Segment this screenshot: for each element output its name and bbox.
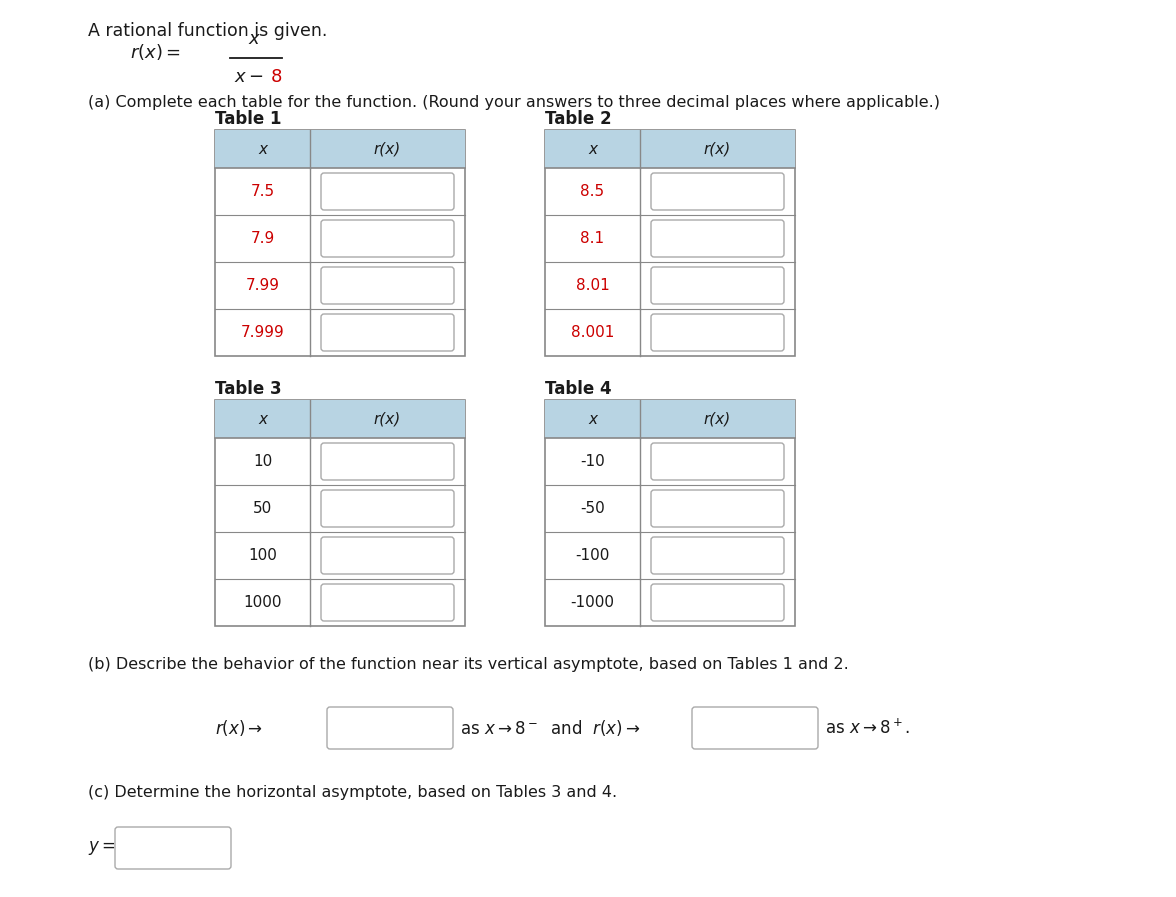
Text: $8$: $8$ xyxy=(270,68,282,86)
Bar xyxy=(544,130,795,168)
FancyBboxPatch shape xyxy=(327,707,453,749)
Bar xyxy=(215,130,465,168)
Text: r(x): r(x) xyxy=(374,142,401,156)
Text: 10: 10 xyxy=(253,454,272,469)
FancyBboxPatch shape xyxy=(321,443,454,480)
FancyBboxPatch shape xyxy=(652,537,784,574)
Text: A rational function is given.: A rational function is given. xyxy=(88,22,327,40)
Bar xyxy=(215,130,465,356)
Text: $r(x)\rightarrow$: $r(x)\rightarrow$ xyxy=(215,718,263,738)
Text: (c) Determine the horizontal asymptote, based on Tables 3 and 4.: (c) Determine the horizontal asymptote, … xyxy=(88,785,617,800)
Bar xyxy=(544,400,795,626)
Text: 1000: 1000 xyxy=(243,595,282,610)
Text: -100: -100 xyxy=(575,548,609,563)
Text: r(x): r(x) xyxy=(704,412,731,426)
Text: 50: 50 xyxy=(253,501,272,516)
FancyBboxPatch shape xyxy=(321,220,454,257)
Text: 7.9: 7.9 xyxy=(250,231,275,246)
FancyBboxPatch shape xyxy=(652,490,784,527)
Text: 7.99: 7.99 xyxy=(246,278,280,293)
Text: Table 1: Table 1 xyxy=(215,110,281,128)
FancyBboxPatch shape xyxy=(652,584,784,621)
Text: (b) Describe the behavior of the function near its vertical asymptote, based on : (b) Describe the behavior of the functio… xyxy=(88,657,849,672)
FancyBboxPatch shape xyxy=(652,314,784,351)
Text: (a) Complete each table for the function. (Round your answers to three decimal p: (a) Complete each table for the function… xyxy=(88,95,940,110)
FancyBboxPatch shape xyxy=(321,584,454,621)
Text: $x-$: $x-$ xyxy=(234,68,263,86)
Text: Table 3: Table 3 xyxy=(215,380,281,398)
Text: x: x xyxy=(588,142,597,156)
Text: $y=$: $y=$ xyxy=(88,839,115,857)
Text: 8.001: 8.001 xyxy=(570,325,614,340)
FancyBboxPatch shape xyxy=(321,173,454,210)
Text: 8.1: 8.1 xyxy=(581,231,604,246)
Bar xyxy=(215,400,465,438)
Text: -50: -50 xyxy=(580,501,604,516)
Text: x: x xyxy=(588,412,597,426)
Text: 8.01: 8.01 xyxy=(575,278,609,293)
Text: 7.999: 7.999 xyxy=(241,325,285,340)
Text: as $x\rightarrow 8^+$.: as $x\rightarrow 8^+$. xyxy=(826,718,910,737)
Text: $x$: $x$ xyxy=(248,30,261,48)
Text: r(x): r(x) xyxy=(374,412,401,426)
FancyBboxPatch shape xyxy=(321,490,454,527)
Text: -10: -10 xyxy=(580,454,604,469)
FancyBboxPatch shape xyxy=(321,537,454,574)
FancyBboxPatch shape xyxy=(321,267,454,304)
FancyBboxPatch shape xyxy=(652,267,784,304)
Text: 7.5: 7.5 xyxy=(250,184,274,199)
FancyBboxPatch shape xyxy=(691,707,818,749)
FancyBboxPatch shape xyxy=(115,827,230,869)
FancyBboxPatch shape xyxy=(321,314,454,351)
Text: Table 4: Table 4 xyxy=(544,380,612,398)
Text: $r(x)=$: $r(x)=$ xyxy=(131,42,181,62)
Bar xyxy=(544,130,795,356)
FancyBboxPatch shape xyxy=(652,220,784,257)
Bar xyxy=(215,400,465,626)
Text: x: x xyxy=(258,142,267,156)
Text: 100: 100 xyxy=(248,548,276,563)
FancyBboxPatch shape xyxy=(652,173,784,210)
FancyBboxPatch shape xyxy=(652,443,784,480)
Text: 8.5: 8.5 xyxy=(581,184,604,199)
Text: as $x\rightarrow 8^-$  and  $r(x)\rightarrow$: as $x\rightarrow 8^-$ and $r(x)\rightarr… xyxy=(460,718,641,738)
Text: r(x): r(x) xyxy=(704,142,731,156)
Text: -1000: -1000 xyxy=(570,595,615,610)
Text: x: x xyxy=(258,412,267,426)
Text: Table 2: Table 2 xyxy=(544,110,612,128)
Bar xyxy=(544,400,795,438)
